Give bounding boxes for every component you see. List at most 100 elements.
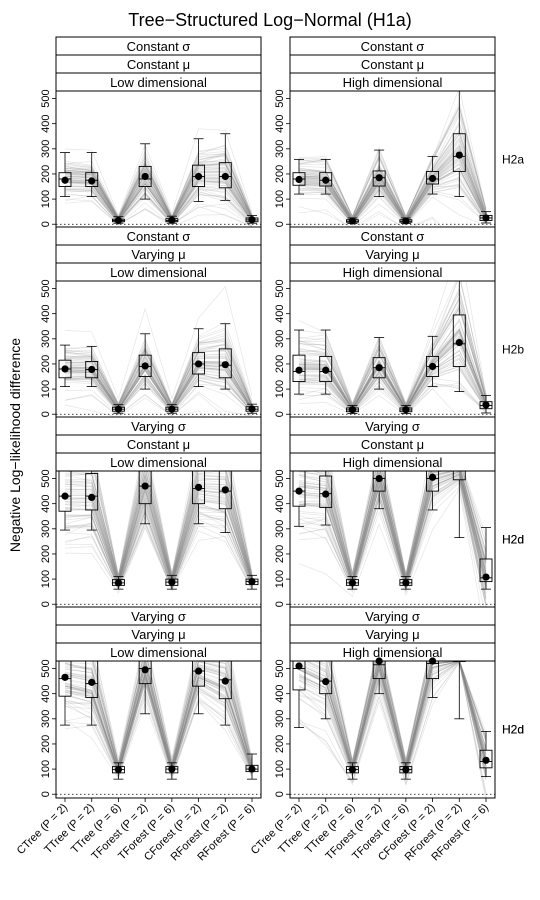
trajectory-line bbox=[64, 664, 253, 771]
trajectory-line bbox=[298, 482, 487, 607]
trajectory-line bbox=[298, 332, 487, 410]
mean-point bbox=[248, 765, 256, 773]
trajectory-lines bbox=[64, 285, 253, 418]
trajectory-line bbox=[96, 661, 253, 759]
trajectory-line bbox=[327, 471, 487, 575]
trajectory-line bbox=[64, 672, 253, 773]
trajectory-line bbox=[64, 661, 253, 769]
trajectory-line bbox=[64, 488, 253, 585]
trajectory-line bbox=[64, 341, 253, 407]
mean-point bbox=[194, 360, 203, 368]
trajectory-line bbox=[298, 299, 487, 407]
trajectory-line bbox=[327, 471, 487, 577]
trajectory-line bbox=[64, 670, 253, 773]
trajectory-line bbox=[89, 661, 253, 765]
mean-point bbox=[194, 667, 203, 675]
iqr-box bbox=[292, 661, 306, 691]
trajectory-line bbox=[298, 206, 439, 228]
box-7 bbox=[452, 281, 466, 393]
trajectory-line bbox=[298, 319, 487, 410]
trajectory-line bbox=[298, 363, 487, 413]
trajectory-line bbox=[298, 473, 487, 589]
trajectory-line bbox=[298, 357, 487, 412]
trajectory-line bbox=[329, 471, 487, 575]
trajectory-line bbox=[326, 471, 487, 578]
trajectory-line bbox=[64, 171, 253, 221]
trajectory-line bbox=[298, 471, 487, 581]
trajectory-line bbox=[298, 477, 487, 600]
trajectory-line bbox=[93, 471, 253, 579]
trajectory-line bbox=[298, 287, 487, 407]
trajectory-line bbox=[298, 661, 487, 793]
trajectory-line bbox=[64, 356, 253, 409]
box-2 bbox=[319, 158, 333, 195]
trajectory-line bbox=[64, 158, 253, 220]
iqr-box bbox=[58, 172, 72, 187]
trajectory-line bbox=[330, 471, 487, 575]
trajectory-line bbox=[64, 379, 253, 414]
trajectory-line bbox=[298, 661, 487, 774]
box-1 bbox=[292, 329, 306, 395]
trajectory-line bbox=[64, 361, 253, 410]
box-2 bbox=[85, 345, 99, 387]
trajectory-line bbox=[96, 471, 253, 576]
trajectory-line bbox=[64, 471, 253, 580]
trajectory-line bbox=[64, 680, 253, 775]
trajectory-line bbox=[298, 471, 487, 581]
trajectory-line bbox=[96, 471, 253, 575]
box-7 bbox=[452, 471, 466, 539]
trajectory-line bbox=[298, 133, 487, 220]
trajectory-line bbox=[64, 676, 253, 775]
strip-label: Constant μ bbox=[127, 437, 190, 452]
y-tick-label: 300 bbox=[274, 140, 286, 158]
trajectory-line bbox=[298, 185, 487, 225]
trajectory-line bbox=[298, 661, 487, 773]
trajectory-line bbox=[298, 338, 487, 411]
facet-panel: Constant σ Varying μ Low dimensional 0 100 20… bbox=[40, 226, 524, 419]
trajectory-line bbox=[64, 361, 253, 410]
mean-point bbox=[428, 174, 437, 183]
trajectory-line bbox=[298, 148, 487, 222]
trajectory-line bbox=[64, 669, 253, 772]
trajectory-line bbox=[298, 661, 487, 796]
trajectory-line bbox=[298, 365, 487, 413]
trajectory-line bbox=[64, 676, 253, 774]
mean-point bbox=[114, 405, 123, 413]
y-tick-label: 200 bbox=[40, 355, 52, 373]
trajectory-line bbox=[298, 158, 487, 223]
trajectory-line bbox=[64, 696, 253, 778]
strip-label: Low dimensional bbox=[110, 75, 207, 90]
trajectory-line bbox=[64, 479, 253, 583]
row-label: H2d bbox=[502, 723, 524, 737]
trajectory-line bbox=[298, 354, 487, 412]
trajectory-line bbox=[64, 481, 253, 584]
trajectory-line bbox=[64, 661, 253, 769]
trajectory-line bbox=[64, 512, 253, 590]
y-tick-label: 500 bbox=[40, 279, 52, 297]
trajectory-line bbox=[64, 499, 253, 588]
trajectory-line bbox=[299, 382, 487, 415]
trajectory-line bbox=[298, 328, 487, 410]
trajectory-line bbox=[298, 317, 487, 409]
trajectory-line bbox=[298, 388, 487, 418]
trajectory-line bbox=[298, 185, 487, 224]
trajectory-line bbox=[298, 281, 487, 406]
x-tick-labels: CTree (P = 2)TTree (P = 2)TTree (P = 6)T… bbox=[15, 802, 491, 864]
strip-label: High dimensional bbox=[343, 455, 443, 470]
iqr-box bbox=[319, 475, 333, 508]
trajectory-line bbox=[298, 474, 487, 587]
y-tick-label: 0 bbox=[274, 411, 286, 417]
trajectory-line bbox=[64, 489, 253, 585]
trajectory-lines bbox=[298, 471, 487, 608]
trajectory-line bbox=[64, 368, 253, 411]
trajectory-line bbox=[327, 471, 487, 576]
box-1 bbox=[292, 471, 306, 527]
trajectory-line bbox=[64, 676, 253, 773]
facet-panel: Varying σ Constant μ High dimensional 0 100 2… bbox=[274, 416, 524, 609]
trajectory-line bbox=[298, 661, 487, 773]
trajectory-line bbox=[64, 675, 253, 774]
trajectory-line bbox=[64, 339, 253, 406]
trajectory-line bbox=[298, 335, 487, 410]
strip-label: High dimensional bbox=[343, 645, 443, 660]
trajectory-line bbox=[64, 362, 253, 410]
